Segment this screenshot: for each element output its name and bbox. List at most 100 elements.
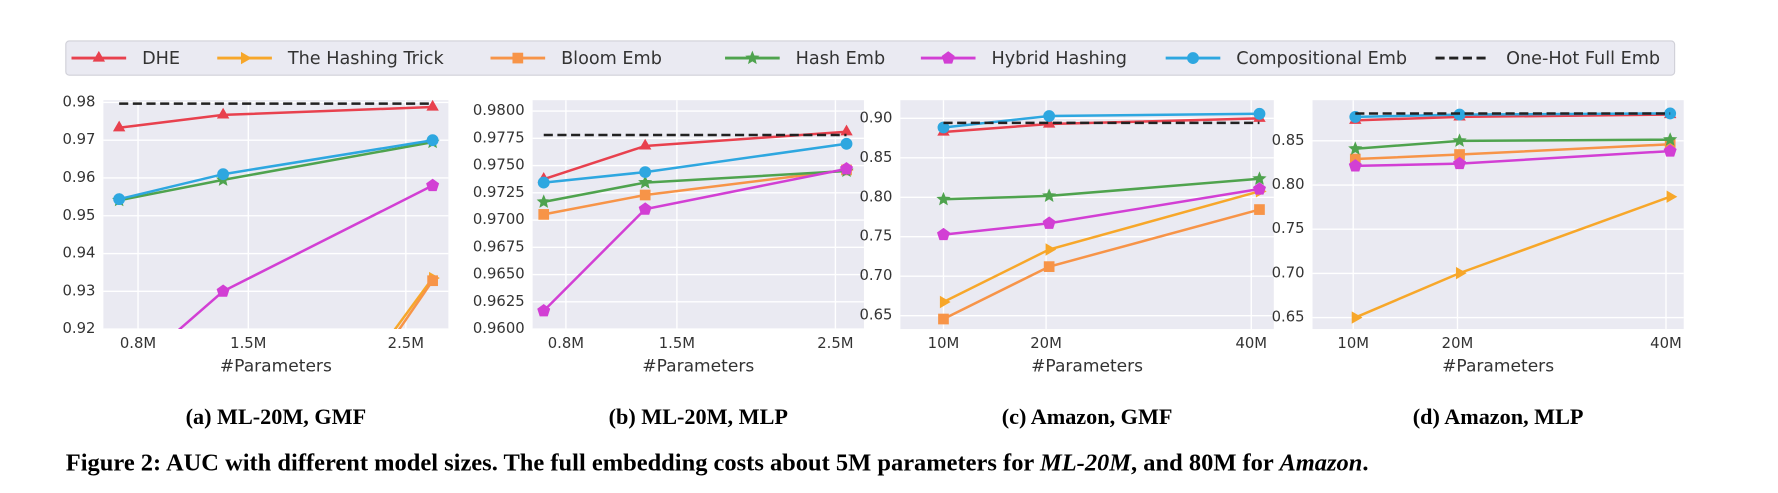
x-tick-label: 40M — [1650, 335, 1682, 352]
caption-part: , and 80M for — [1131, 449, 1279, 476]
legend-label: Compositional Emb — [1236, 49, 1407, 69]
caption-part: Amazon — [1277, 449, 1362, 476]
data-point — [1348, 141, 1363, 155]
y-tick-label: 0.9650 — [473, 266, 525, 283]
y-tick-label: 0.70 — [1272, 264, 1305, 281]
y-tick-label: 0.9775 — [473, 129, 525, 146]
legend-label: The Hashing Trick — [287, 49, 445, 69]
x-axis-label: #Parameters — [642, 357, 754, 377]
data-point — [217, 168, 230, 181]
data-point — [1252, 171, 1267, 185]
data-point — [639, 166, 652, 179]
y-tick-label: 0.95 — [62, 207, 95, 224]
y-tick-label: 0.9750 — [473, 157, 525, 174]
data-point — [1043, 110, 1056, 122]
legend-label: Hash Emb — [796, 49, 886, 69]
y-tick-label: 0.70 — [859, 267, 892, 284]
data-point — [1455, 266, 1467, 280]
panel-title: (a) ML-20M, GMF — [186, 404, 367, 429]
data-point — [937, 121, 950, 134]
plot-area — [1312, 100, 1684, 330]
data-point — [1663, 144, 1677, 157]
y-tick-label: 0.9700 — [473, 211, 525, 228]
data-point — [1045, 243, 1057, 256]
data-point — [1351, 311, 1363, 324]
data-point — [840, 162, 854, 175]
x-tick-label: 10M — [1337, 335, 1369, 352]
y-tick-label: 0.9600 — [473, 320, 525, 337]
figure-caption: Figure 2: AUC with different model sizes… — [66, 449, 1369, 476]
y-tick-label: 0.9725 — [473, 184, 525, 201]
legend-marker — [745, 50, 760, 65]
data-point — [536, 194, 551, 208]
y-tick-label: 0.9675 — [473, 238, 525, 255]
data-point — [112, 120, 126, 132]
caption-part: Figure 2: AUC with different model sizes… — [66, 449, 1040, 476]
data-point — [936, 227, 950, 241]
data-point — [537, 304, 551, 317]
y-tick-label: 0.75 — [1272, 220, 1305, 237]
data-point — [1254, 204, 1265, 215]
caption-part: . — [1362, 449, 1368, 476]
series-group — [1348, 107, 1678, 324]
legend-label: One-Hot Full Emb — [1506, 49, 1660, 69]
legend-marker — [512, 52, 524, 64]
x-axis-label: #Parameters — [1031, 357, 1143, 377]
y-tick-label: 0.85 — [1272, 132, 1305, 149]
legend-marker — [941, 51, 955, 64]
data-point — [1042, 188, 1057, 202]
plot-area — [103, 100, 449, 330]
y-tick-label: 0.65 — [1272, 309, 1305, 326]
y-tick-label: 0.9625 — [473, 293, 525, 310]
data-point — [1042, 216, 1056, 229]
data-point — [216, 107, 230, 119]
x-tick-label: 0.8M — [120, 335, 156, 352]
x-tick-label: 40M — [1235, 335, 1267, 352]
y-tick-label: 0.94 — [62, 245, 95, 262]
series-group — [536, 124, 854, 317]
y-tick-label: 0.96 — [62, 169, 95, 186]
series-group — [936, 107, 1267, 325]
data-point — [1348, 159, 1362, 172]
y-tick-label: 0.65 — [859, 307, 892, 324]
data-point — [1252, 182, 1266, 195]
x-tick-label: 1.5M — [659, 335, 695, 352]
legend-marker — [92, 50, 106, 62]
series-group — [112, 99, 440, 330]
data-point — [113, 193, 126, 206]
x-tick-label: 10M — [928, 335, 960, 352]
data-point — [427, 275, 438, 287]
y-tick-label: 0.93 — [62, 282, 95, 299]
data-point — [1663, 132, 1678, 146]
y-tick-label: 0.97 — [62, 131, 95, 148]
x-axis-label: #Parameters — [1442, 357, 1554, 377]
data-point — [840, 137, 853, 150]
data-point — [1452, 133, 1467, 147]
x-tick-label: 0.8M — [548, 335, 584, 352]
y-tick-label: 0.75 — [859, 228, 892, 245]
y-tick-label: 0.9800 — [473, 102, 525, 119]
legend-label: Bloom Emb — [561, 49, 662, 69]
series-line — [393, 277, 434, 330]
y-tick-label: 0.98 — [62, 93, 95, 110]
data-point — [1666, 190, 1678, 203]
data-point — [939, 295, 951, 309]
x-tick-label: 20M — [1442, 335, 1474, 352]
y-tick-label: 0.90 — [859, 109, 892, 126]
data-point — [426, 134, 439, 147]
data-point — [639, 189, 651, 201]
data-point — [216, 284, 230, 297]
data-point — [426, 178, 440, 192]
data-point — [936, 191, 951, 206]
data-point — [1043, 261, 1055, 272]
data-point — [938, 313, 949, 325]
data-point — [537, 176, 550, 189]
x-axis-label: #Parameters — [220, 357, 332, 377]
legend-marker — [240, 51, 252, 65]
data-point — [638, 138, 652, 150]
legend-label: Hybrid Hashing — [991, 49, 1126, 69]
x-tick-label: 20M — [1030, 335, 1062, 352]
legend-label: DHE — [142, 49, 180, 69]
y-tick-label: 0.92 — [62, 320, 95, 337]
